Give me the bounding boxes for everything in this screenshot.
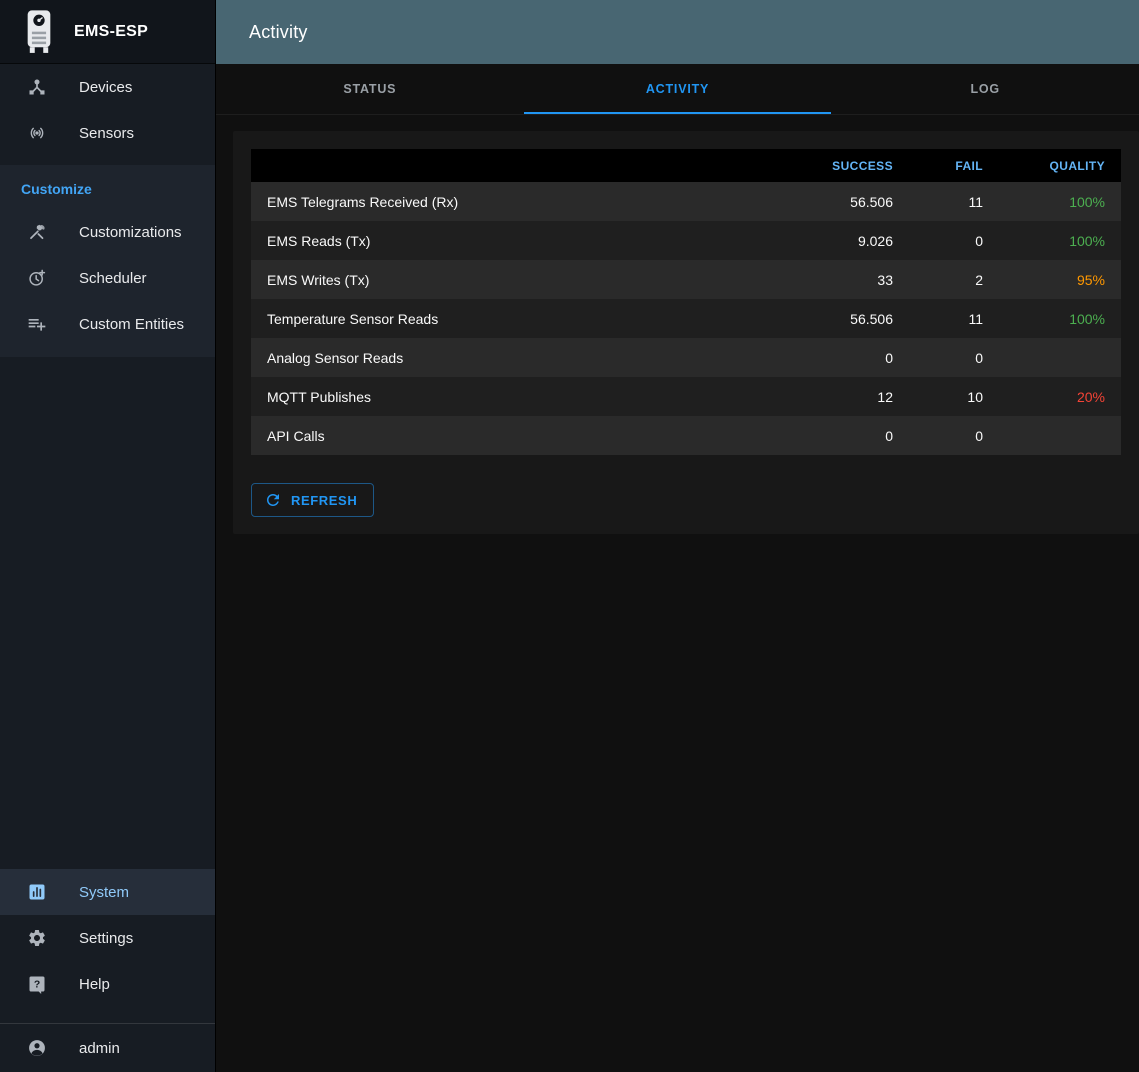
table-header-row: SUCCESS FAIL QUALITY xyxy=(251,149,1121,182)
gear-icon xyxy=(26,927,48,949)
metric-label: API Calls xyxy=(267,427,325,444)
refresh-button-label: REFRESH xyxy=(291,492,358,508)
refresh-icon xyxy=(267,494,279,506)
sidebar-item-customizations[interactable]: Customizations xyxy=(0,209,215,255)
sidebar-item-label: Settings xyxy=(79,929,134,947)
sidebar-item-label: Help xyxy=(79,975,110,993)
fail-value: 11 xyxy=(968,310,983,327)
tab-status[interactable]: STATUS xyxy=(343,82,397,96)
sidebar-item-scheduler[interactable]: Scheduler xyxy=(0,255,215,301)
device-hub-icon xyxy=(26,76,48,98)
sidebar-item-label: Custom Entities xyxy=(79,315,185,333)
column-header-quality: QUALITY xyxy=(999,149,1121,182)
sidebar-item-system[interactable]: System xyxy=(0,869,215,915)
sidebar-item-label: System xyxy=(79,883,130,901)
quality-value: 100% xyxy=(1069,232,1105,249)
quality-value: 95% xyxy=(1076,271,1105,288)
sensors-icon xyxy=(26,122,48,144)
sidebar-item-sensors[interactable]: Sensors xyxy=(0,110,215,156)
success-value: 33 xyxy=(877,271,893,288)
success-value: 0 xyxy=(885,427,893,444)
success-value: 0 xyxy=(885,349,893,366)
svg-text:?: ? xyxy=(34,980,40,991)
sidebar-item-label: Devices xyxy=(79,78,133,96)
metric-label: Analog Sensor Reads xyxy=(267,349,404,366)
quality-value: 20% xyxy=(1076,388,1105,405)
tab-log[interactable]: LOG xyxy=(970,82,1000,96)
metric-label: MQTT Publishes xyxy=(267,388,371,405)
sidebar: EMS-ESP Devices Sensors Customize xyxy=(0,0,216,1072)
account-circle-icon xyxy=(26,1037,48,1059)
column-header-success: SUCCESS xyxy=(779,149,909,182)
success-value: 56.506 xyxy=(850,193,893,210)
column-header-fail: FAIL xyxy=(909,149,999,182)
table-row: API Calls 0 0 xyxy=(251,416,1121,455)
main-pane: Activity STATUS ACTIVITY LOG SUCCESS FAI… xyxy=(216,0,1139,1072)
fail-value: 0 xyxy=(975,232,983,249)
clock-plus-icon xyxy=(26,267,48,289)
table-row: EMS Writes (Tx) 33 2 95% xyxy=(251,260,1121,299)
quality-value: 100% xyxy=(1069,310,1105,327)
activity-card: SUCCESS FAIL QUALITY EMS Telegrams Recei… xyxy=(233,131,1139,534)
fail-value: 0 xyxy=(975,427,983,444)
tab-bar: STATUS ACTIVITY LOG xyxy=(216,64,1139,115)
table-row: MQTT Publishes 12 10 20% xyxy=(251,377,1121,416)
table-row: Analog Sensor Reads 0 0 xyxy=(251,338,1121,377)
page-title: Activity xyxy=(249,21,308,42)
column-header-metric xyxy=(251,149,779,182)
playlist-add-icon xyxy=(26,313,48,335)
refresh-button[interactable]: REFRESH xyxy=(251,483,375,517)
tab-activity[interactable]: ACTIVITY xyxy=(523,64,832,114)
sidebar-item-help[interactable]: ? Help xyxy=(0,961,215,1007)
content-area: SUCCESS FAIL QUALITY EMS Telegrams Recei… xyxy=(216,115,1139,1072)
success-value: 9.026 xyxy=(857,232,893,249)
success-value: 12 xyxy=(877,388,893,405)
table-row: EMS Telegrams Received (Rx) 56.506 11 10… xyxy=(251,182,1121,221)
fail-value: 11 xyxy=(968,193,983,210)
metric-label: EMS Writes (Tx) xyxy=(267,271,370,288)
quality-value xyxy=(999,338,1121,377)
sidebar-nav: Devices Sensors Customize xyxy=(0,64,215,357)
quality-value xyxy=(999,416,1121,455)
app-logo-row: EMS-ESP xyxy=(0,0,215,64)
help-icon: ? xyxy=(26,973,48,995)
sidebar-item-admin[interactable]: admin xyxy=(0,1023,215,1072)
app-title: EMS-ESP xyxy=(74,22,149,40)
success-value: 56.506 xyxy=(850,310,893,327)
metric-label: EMS Telegrams Received (Rx) xyxy=(267,193,459,210)
metric-label: Temperature Sensor Reads xyxy=(267,310,439,327)
tools-icon xyxy=(26,221,48,243)
sidebar-item-custom-entities[interactable]: Custom Entities xyxy=(0,301,215,347)
fail-value: 0 xyxy=(975,349,983,366)
fail-value: 2 xyxy=(975,271,983,288)
analytics-icon xyxy=(26,881,48,903)
ems-esp-logo-icon xyxy=(22,10,56,53)
customize-section: Customize Customizations xyxy=(0,165,215,357)
sidebar-item-devices[interactable]: Devices xyxy=(0,64,215,110)
sidebar-item-label: Scheduler xyxy=(79,269,147,287)
customize-header: Customize xyxy=(21,181,92,197)
appbar: Activity xyxy=(216,0,1139,64)
table-row: EMS Reads (Tx) 9.026 0 100% xyxy=(251,221,1121,260)
sidebar-item-label: Sensors xyxy=(79,124,135,142)
quality-value: 100% xyxy=(1069,193,1105,210)
sidebar-item-settings[interactable]: Settings xyxy=(0,915,215,961)
sidebar-item-label: Customizations xyxy=(79,223,182,241)
sidebar-spacer xyxy=(0,357,215,869)
fail-value: 10 xyxy=(967,388,983,405)
activity-table: SUCCESS FAIL QUALITY EMS Telegrams Recei… xyxy=(251,149,1121,455)
user-label: admin xyxy=(79,1039,120,1057)
metric-label: EMS Reads (Tx) xyxy=(267,232,371,249)
table-row: Temperature Sensor Reads 56.506 11 100% xyxy=(251,299,1121,338)
